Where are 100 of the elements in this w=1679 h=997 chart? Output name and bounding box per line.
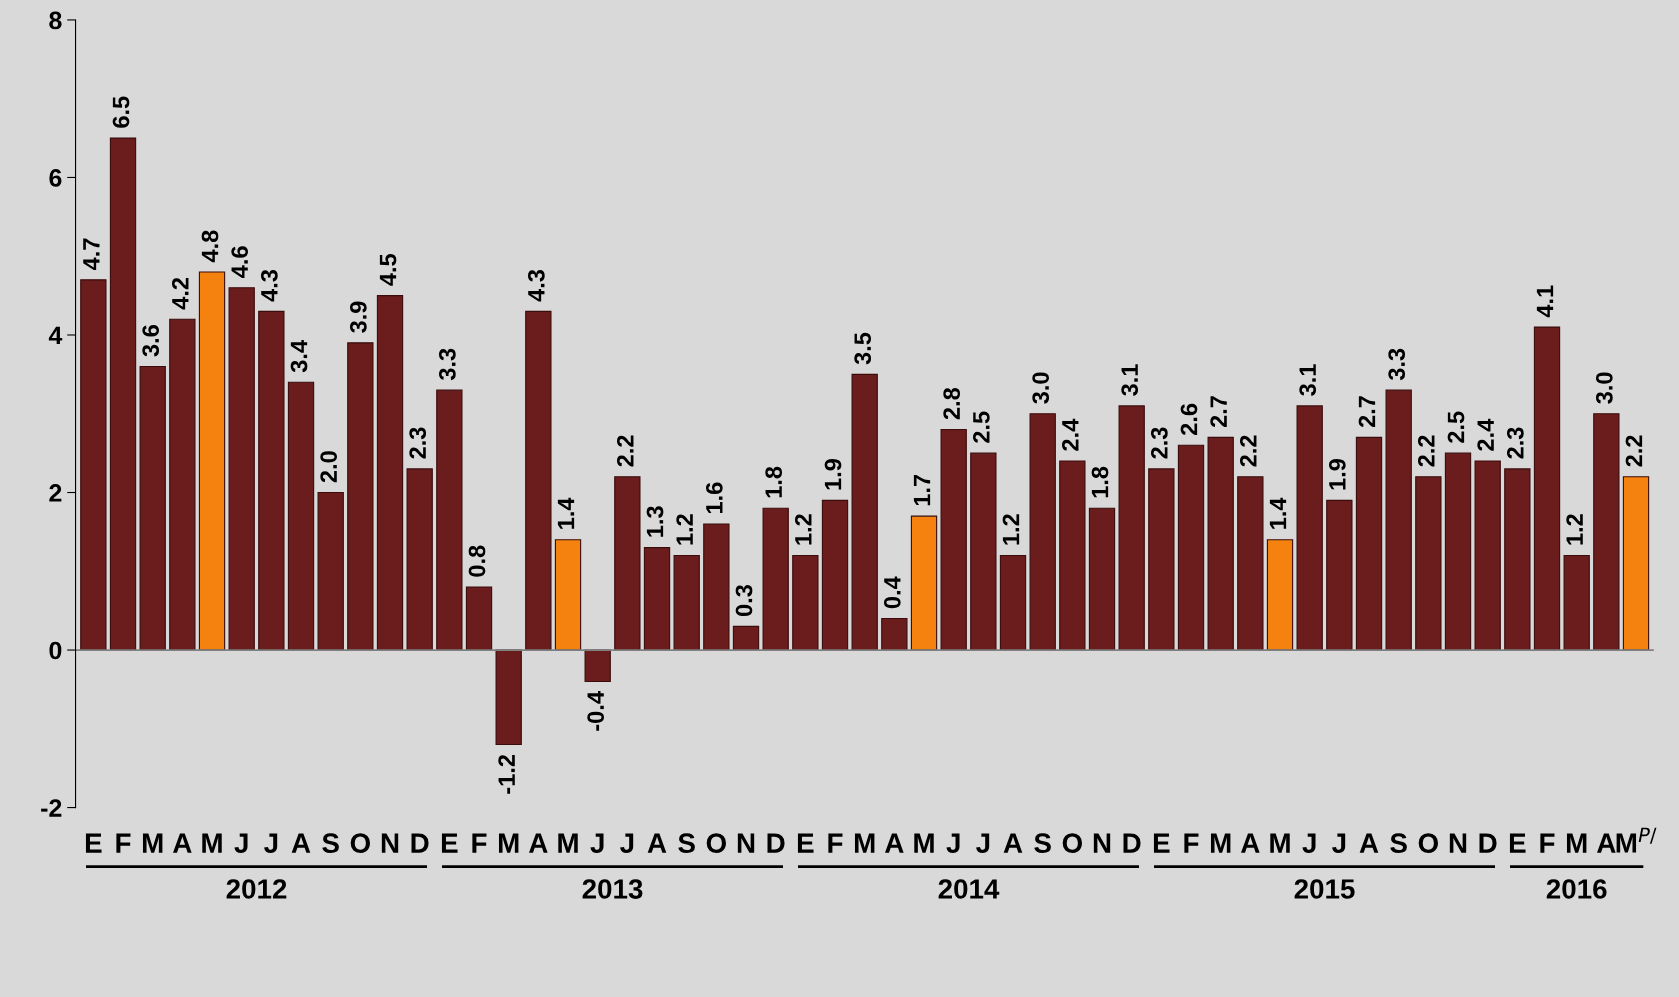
x-tick-label: M xyxy=(1566,833,1587,853)
x-tick-label: A xyxy=(529,833,548,853)
bar xyxy=(1474,460,1501,651)
data-label: 3.0 xyxy=(1032,372,1050,404)
data-label: 1.6 xyxy=(705,482,723,514)
x-tick-label: A xyxy=(885,833,904,853)
text: 2013 xyxy=(582,879,643,899)
data-label: 1.4 xyxy=(1269,497,1287,529)
x-tick-label: M xyxy=(558,833,578,853)
x-tick-label: S xyxy=(678,833,695,853)
bar xyxy=(1029,413,1056,651)
bar xyxy=(80,279,107,651)
x-tick-label: F xyxy=(828,833,843,853)
x-tick-label: M xyxy=(854,833,875,853)
x-tick-label: J xyxy=(946,833,960,853)
bar xyxy=(970,452,997,651)
x-tick-label: E xyxy=(441,833,458,853)
data-label: 4.3 xyxy=(527,269,545,302)
x-tick-label: F xyxy=(1184,833,1199,853)
x-tick-label: E xyxy=(85,833,102,853)
data-label: 3.0 xyxy=(1595,372,1613,404)
bar xyxy=(940,428,967,651)
x-tick-label: J xyxy=(1302,833,1316,853)
bar xyxy=(1266,539,1294,651)
data-label: 1.9 xyxy=(824,459,842,490)
x-tick-label: F xyxy=(116,833,131,853)
x-tick-label: D xyxy=(411,833,429,853)
bar xyxy=(792,554,819,651)
bar xyxy=(1415,476,1442,651)
data-label: 4.6 xyxy=(231,246,249,278)
x-tick-label: F xyxy=(472,833,487,853)
y-tick-label: 6 xyxy=(49,169,62,187)
data-label: -1.2 xyxy=(498,754,515,794)
x-tick-label: A xyxy=(1359,833,1379,853)
x-tick-label: J xyxy=(620,833,634,853)
bar xyxy=(643,547,671,651)
data-label: 0.4 xyxy=(883,576,901,609)
x-tick-label: A xyxy=(647,833,667,853)
text: 2015 xyxy=(1294,879,1355,899)
x-tick-label: J xyxy=(976,833,990,853)
data-label: 1.2 xyxy=(794,514,812,545)
x-tick-label: D xyxy=(1479,833,1497,853)
bar xyxy=(287,381,315,651)
data-label: 3.5 xyxy=(854,332,872,365)
data-label: 1.8 xyxy=(1091,466,1109,498)
data-label: 0.3 xyxy=(735,584,753,617)
data-label: 4.3 xyxy=(260,269,278,302)
bar xyxy=(1593,413,1620,651)
data-label: 4.7 xyxy=(83,238,100,271)
bar xyxy=(1563,554,1590,651)
bar xyxy=(1237,476,1264,651)
bar xyxy=(1177,444,1205,651)
data-label: 2.8 xyxy=(943,387,961,420)
x-tick-label: A xyxy=(173,833,192,853)
x-tick-label: M xyxy=(1210,833,1231,853)
bar xyxy=(258,310,285,651)
data-label: 2.2 xyxy=(1239,435,1257,467)
x-tick-label: M xyxy=(142,833,163,853)
x-tick-label: O xyxy=(1062,833,1082,853)
bar xyxy=(109,137,137,651)
data-label: 2.5 xyxy=(1447,411,1465,443)
bar xyxy=(762,507,789,651)
x-tick-label: J xyxy=(1332,833,1346,853)
x-tick-label: M$^{P/}$ xyxy=(1616,827,1657,853)
data-label: 1.9 xyxy=(1328,459,1346,490)
bar xyxy=(1207,436,1234,651)
bar xyxy=(317,491,344,651)
bar xyxy=(1088,507,1116,651)
bar xyxy=(198,271,226,651)
x-tick-label: J xyxy=(234,833,248,853)
bar xyxy=(910,515,938,651)
data-label: 2.4 xyxy=(1477,418,1494,451)
text: 2016 xyxy=(1546,879,1607,899)
x-tick-label: S xyxy=(1390,833,1407,853)
data-label: 1.4 xyxy=(557,497,575,529)
data-label: 3.1 xyxy=(1121,364,1139,396)
bar xyxy=(1504,468,1531,651)
x-tick-label: E xyxy=(1153,833,1170,853)
x-tick-label: N xyxy=(737,833,755,853)
bar xyxy=(614,476,641,651)
data-label: 2.2 xyxy=(1625,435,1643,467)
bar xyxy=(1385,389,1412,651)
data-label: 3.4 xyxy=(290,340,308,373)
x-tick-label: O xyxy=(350,833,370,853)
bar xyxy=(554,539,582,651)
bar xyxy=(436,389,463,651)
data-label: 1.3 xyxy=(646,506,664,537)
data-label: 3.6 xyxy=(142,325,160,357)
bar xyxy=(465,586,493,651)
y-tick-label: 8 xyxy=(49,11,62,30)
x-tick-label: E xyxy=(797,833,814,853)
bar xyxy=(1533,326,1561,651)
data-label: 6.5 xyxy=(112,96,130,128)
x-tick-label: J xyxy=(264,833,278,853)
data-label: 1.2 xyxy=(1002,514,1020,545)
data-label: 2.3 xyxy=(1150,427,1168,459)
x-tick-label: M xyxy=(914,833,934,853)
bar xyxy=(169,318,196,651)
bar xyxy=(347,342,374,651)
data-label: 4.1 xyxy=(1536,285,1554,318)
